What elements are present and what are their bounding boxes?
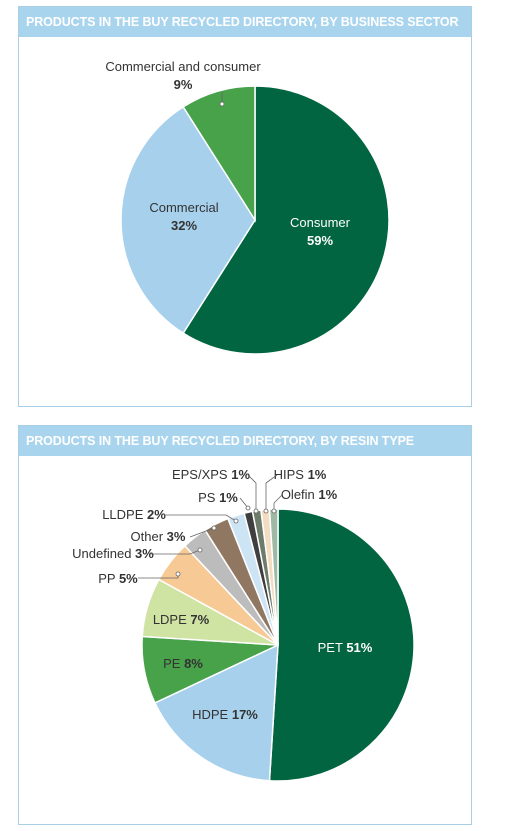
sector-label-commercial-and-consumer: Commercial and consumer 9% xyxy=(105,59,261,92)
resin-label-eps-xps: EPS/XPS 1% xyxy=(172,467,250,482)
resin-label-pe: PE 8% xyxy=(163,656,203,671)
sector-chart-title: PRODUCTS IN THE BUY RECYCLED DIRECTORY, … xyxy=(19,7,471,37)
resin-label-lldpe: LLDPE 2% xyxy=(102,507,166,522)
leader-line xyxy=(189,527,215,538)
sector-slice-commercial xyxy=(120,105,256,335)
leader-dot xyxy=(245,505,251,511)
sector-slice-consumer xyxy=(182,85,390,355)
resin-label-other: Other 3% xyxy=(131,529,186,544)
sector-label-consumer: Consumer 59% xyxy=(290,215,351,248)
resin-label-olefin: Olefin 1% xyxy=(281,487,338,502)
leader-dot xyxy=(197,547,203,553)
resin-slice-pet xyxy=(268,508,415,782)
leader-line xyxy=(247,474,257,511)
leader-dot xyxy=(211,525,217,531)
resin-label-pp: PP 5% xyxy=(98,571,138,586)
resin-chart-title: PRODUCTS IN THE BUY RECYCLED DIRECTORY, … xyxy=(19,426,471,456)
resin-label-undefined: Undefined 3% xyxy=(72,546,154,561)
leader-dot xyxy=(263,508,269,514)
leader-dot xyxy=(175,571,181,577)
leader-dot xyxy=(253,508,259,514)
leader-line xyxy=(265,474,278,511)
leader-line xyxy=(164,514,237,522)
resin-label-ps: PS 1% xyxy=(198,490,238,505)
leader-dot xyxy=(233,518,239,524)
resin-label-pet: PET 51% xyxy=(318,640,373,655)
resin-label-hips: HIPS 1% xyxy=(274,467,327,482)
sector-label-commercial: Commercial 32% xyxy=(149,200,218,233)
leader-dot xyxy=(219,101,225,107)
resin-slice-hdpe xyxy=(153,643,279,782)
sector-slice-commercial-and-consumer xyxy=(182,85,256,223)
resin-label-ldpe: LDPE 7% xyxy=(153,612,210,627)
resin-label-hdpe: HDPE 17% xyxy=(192,707,258,722)
leader-line xyxy=(150,549,201,555)
leader-dot xyxy=(271,508,277,514)
leader-line xyxy=(273,494,283,511)
